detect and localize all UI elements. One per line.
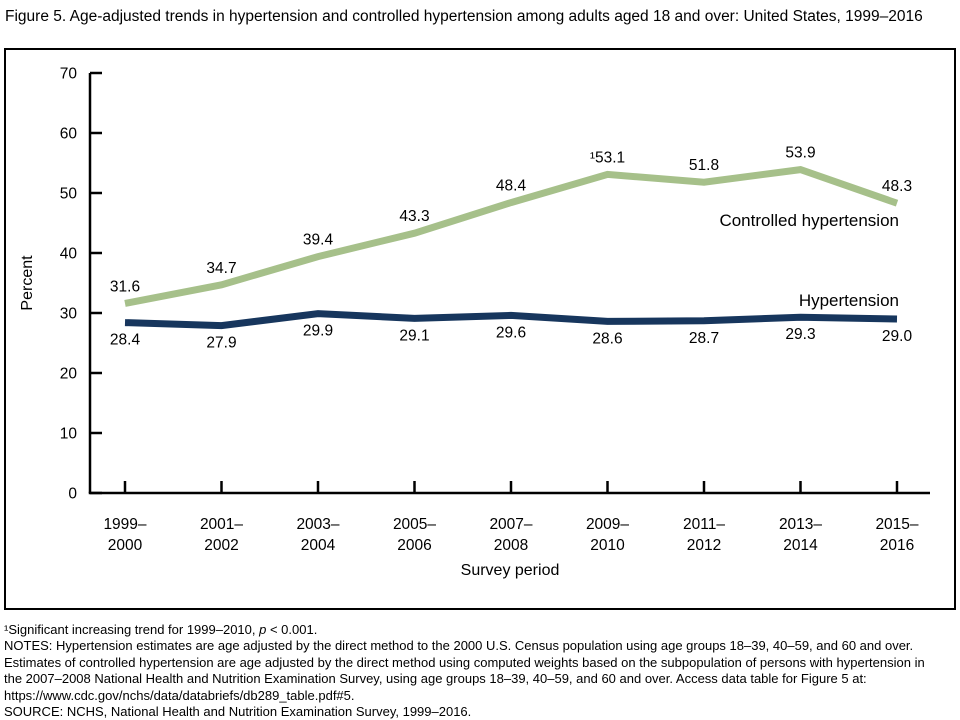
series-line-controlled-hypertension (124, 166, 899, 307)
data-label-hypertension: 29.0 (882, 328, 913, 345)
footnote-notes-1: NOTES: Hypertension estimates are age ad… (4, 638, 914, 654)
x-tick-label: 2011– 2012 (683, 516, 725, 554)
series-line-hypertension (124, 310, 898, 330)
footnote-sig-post: < 0.001. (266, 622, 318, 637)
y-tick-label: 30 (60, 306, 78, 323)
figure-title: Figure 5. Age-adjusted trends in hyperte… (5, 8, 923, 25)
chart-frame: 0 10 20 30 40 50 60 70 1999– 2000 2001– 2002 2003– 20… (4, 48, 956, 610)
x-axis-title: Survey period (461, 562, 560, 579)
y-tick-label: 20 (60, 366, 78, 383)
data-label-controlled-hypertension: 43.3 (399, 208, 429, 225)
y-tick-label: 60 (60, 126, 78, 143)
footnote-notes-3: the 2007–2008 National Health and Nutrit… (4, 671, 867, 687)
data-label-controlled-hypertension: 48.3 (882, 178, 912, 195)
x-tick-label: 2003– 2004 (296, 516, 339, 554)
data-label-controlled-hypertension: 34.7 (206, 260, 236, 277)
trend-chart-svg: 0 10 20 30 40 50 60 70 1999– 2000 2001– 2002 2003– 20… (19, 66, 930, 579)
y-tick-label: 70 (60, 66, 78, 83)
x-tick-label: 1999– 2000 (103, 516, 146, 554)
data-label-hypertension: 29.6 (496, 324, 526, 341)
data-label-controlled-hypertension: 51.8 (689, 157, 719, 174)
data-label-controlled-hypertension: 31.6 (110, 278, 140, 295)
footnote-sig-pre: ¹Significant increasing trend for 1999–2… (4, 622, 260, 637)
series-label-hypertension: Hypertension (799, 291, 899, 310)
x-tick-label: 2015– 2016 (875, 516, 918, 554)
y-tick-label: 10 (60, 426, 78, 443)
footnote-source: SOURCE: NCHS, National Health and Nutrit… (4, 704, 472, 720)
x-tick-label: 2009– 2010 (586, 516, 629, 554)
data-label-hypertension: 29.1 (399, 327, 429, 344)
x-tick-label: 2007– 2008 (489, 516, 532, 554)
footnote-sig-p-italic: p (259, 622, 267, 637)
data-label-hypertension: 28.4 (110, 332, 141, 349)
footnotes: ¹Significant increasing trend for 1999–2… (4, 622, 954, 720)
data-label-hypertension: 28.7 (689, 330, 719, 347)
data-label-hypertension: 29.9 (303, 323, 333, 340)
footnote-url: https://www.cdc.gov/nchs/data/databriefs… (4, 687, 355, 703)
y-tick-label: 0 (68, 486, 77, 503)
y-axis-title: Percent (19, 255, 36, 311)
data-label-controlled-hypertension: 53.9 (785, 145, 815, 162)
data-label-hypertension: 27.9 (206, 335, 236, 352)
data-label-hypertension: 29.3 (785, 326, 815, 343)
series-label-controlled-hypertension: Controlled hypertension (719, 211, 899, 230)
y-tick-label: 40 (60, 246, 78, 263)
data-label-controlled-hypertension: 48.4 (496, 178, 527, 195)
data-label-hypertension: 28.6 (592, 330, 622, 347)
data-label-controlled-hypertension: ¹53.1 (590, 149, 625, 166)
y-tick-label: 50 (60, 186, 78, 203)
footnote-significance: ¹Significant increasing trend for 1999–2… (4, 622, 954, 638)
footnote-notes-2: Estimates of controlled hypertension are… (4, 654, 925, 670)
x-tick-label: 2001– 2002 (200, 516, 243, 554)
x-tick-label: 2013– 2014 (779, 516, 822, 554)
data-label-controlled-hypertension: 39.4 (303, 232, 334, 249)
x-tick-label: 2005– 2006 (393, 516, 436, 554)
